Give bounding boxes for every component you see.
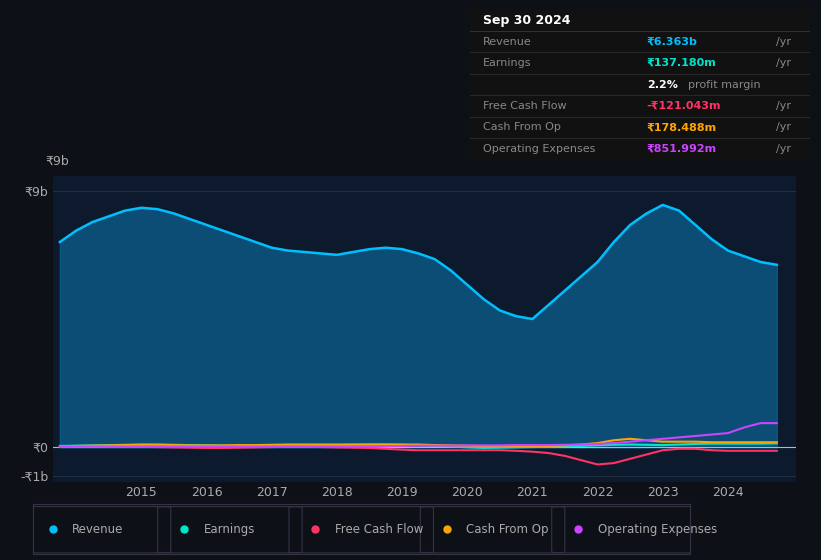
Text: Free Cash Flow: Free Cash Flow: [335, 522, 424, 536]
Text: Cash From Op: Cash From Op: [466, 522, 548, 536]
Text: Operating Expenses: Operating Expenses: [484, 144, 595, 154]
Text: Free Cash Flow: Free Cash Flow: [484, 101, 566, 111]
Text: /yr: /yr: [776, 58, 791, 68]
Text: ₹6.363b: ₹6.363b: [647, 36, 698, 46]
Text: /yr: /yr: [776, 36, 791, 46]
Text: /yr: /yr: [776, 144, 791, 154]
Text: Earnings: Earnings: [204, 522, 255, 536]
Text: -₹121.043m: -₹121.043m: [647, 101, 722, 111]
Text: ₹178.488m: ₹178.488m: [647, 123, 717, 133]
Text: /yr: /yr: [776, 123, 791, 133]
Text: Cash From Op: Cash From Op: [484, 123, 561, 133]
Text: Operating Expenses: Operating Expenses: [598, 522, 717, 536]
Text: profit margin: profit margin: [688, 80, 760, 90]
Text: /yr: /yr: [776, 101, 791, 111]
Text: ₹851.992m: ₹851.992m: [647, 144, 717, 154]
Text: Revenue: Revenue: [484, 36, 532, 46]
Text: Sep 30 2024: Sep 30 2024: [484, 14, 571, 27]
Text: ₹137.180m: ₹137.180m: [647, 58, 717, 68]
Text: ₹9b: ₹9b: [45, 155, 69, 168]
Text: Earnings: Earnings: [484, 58, 532, 68]
Text: 2.2%: 2.2%: [647, 80, 677, 90]
Text: Revenue: Revenue: [72, 522, 124, 536]
